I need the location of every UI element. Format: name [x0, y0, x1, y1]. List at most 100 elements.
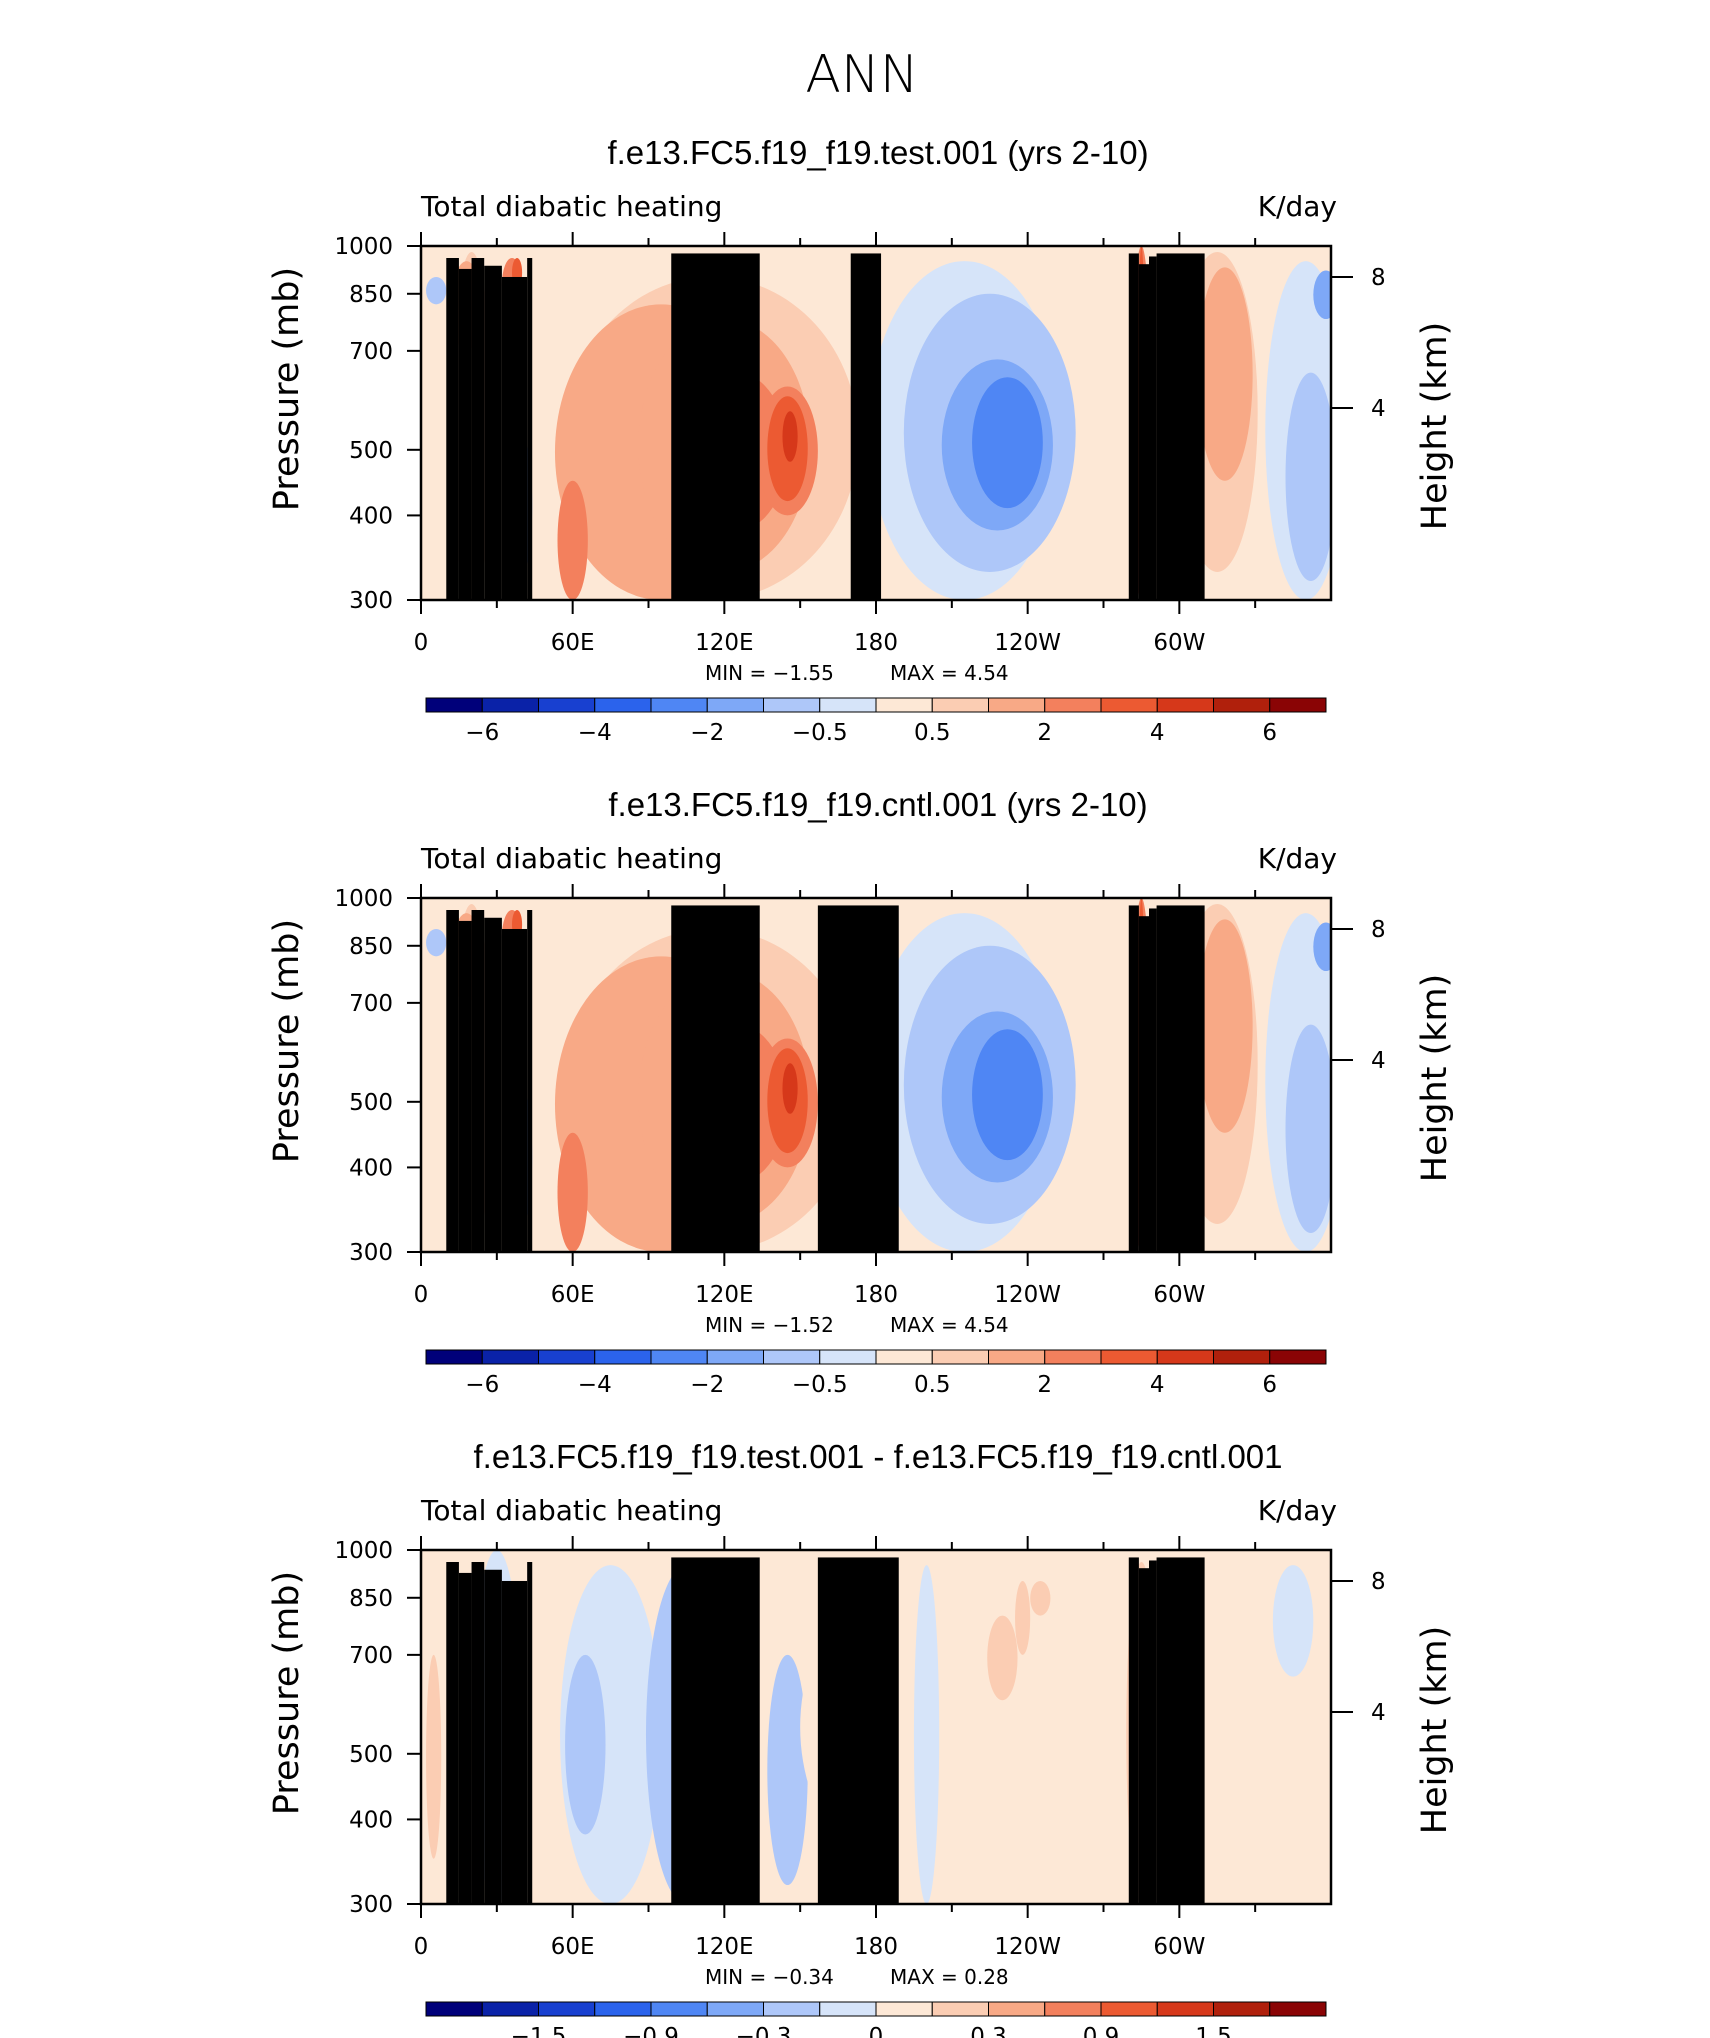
colorbar-swatch [988, 697, 1046, 713]
panel-1-title: f.e13.FC5.f19_f19.test.001 (yrs 2-10) [607, 134, 1148, 171]
colorbar-swatch [538, 1349, 596, 1365]
x-tick-label: 60E [551, 630, 595, 656]
colorbar-swatch [650, 1349, 708, 1365]
colorbar-swatch [763, 1349, 821, 1365]
colorbar-swatch [1269, 697, 1327, 713]
contour-region [1015, 1580, 1031, 1655]
topography-block [458, 268, 472, 600]
x-tick-label: 180 [854, 1282, 898, 1308]
y-axis-label-right: Height (km) [1415, 322, 1455, 531]
contour-region [782, 1063, 798, 1114]
contour-region [767, 1654, 808, 1886]
colorbar-swatch [988, 2001, 1046, 2017]
y-tick-label: 850 [349, 1586, 393, 1612]
x-tick-label: 0 [414, 630, 429, 656]
colorbar-swatch [988, 1349, 1046, 1365]
y-tick-label: 400 [349, 503, 393, 529]
topography-block [446, 258, 459, 600]
colorbar-swatch [875, 2001, 933, 2017]
contour-region [782, 411, 798, 462]
colorbar-swatch [931, 2001, 989, 2017]
colorbar-swatch [594, 1349, 652, 1365]
colorbar-label: 0 [869, 2024, 884, 2038]
topography-block [1156, 1557, 1205, 1904]
figure-title: ANN [805, 45, 918, 105]
colorbar-swatch [481, 1349, 539, 1365]
colorbar-swatch [1269, 1349, 1327, 1365]
topography-block [527, 258, 533, 600]
y-tick-label: 1000 [334, 1538, 393, 1564]
topography-block [527, 910, 533, 1252]
colorbar-swatch [875, 697, 933, 713]
colorbar-label: 0.3 [970, 2024, 1007, 2038]
colorbar-swatch [1044, 697, 1102, 713]
panel-1: f.e13.FC5.f19_f19.test.001 (yrs 2-10) To… [267, 134, 1455, 746]
topography-block [1138, 916, 1149, 1252]
colorbar-label: −6 [465, 720, 499, 746]
panel-1-contour-plot: 300 400 500 700 850 1000 0 60E 120E 180 120W 60W 8 4 P… [267, 232, 1455, 656]
colorbar-label: −1.5 [511, 2024, 567, 2038]
topography-block [471, 1562, 485, 1904]
y-tick-label: 300 [349, 1240, 393, 1266]
colorbar-swatch [1100, 2001, 1158, 2017]
height-tick-label: 4 [1371, 1048, 1386, 1074]
colorbar-swatch [706, 697, 764, 713]
x-tick-label: 120E [695, 1934, 753, 1960]
topography-block [1149, 1560, 1157, 1904]
colorbar-label: 0.5 [914, 720, 951, 746]
colorbar-swatch [538, 2001, 596, 2017]
contour-region [1197, 919, 1253, 1133]
contour-region [972, 377, 1043, 509]
colorbar-swatch [1156, 1349, 1214, 1365]
colorbar-swatch [594, 2001, 652, 2017]
x-tick-label: 0 [414, 1934, 429, 1960]
panel-2-colorbar: −6 −4 −2 −0.5 0.5 2 4 6 [425, 1349, 1327, 1398]
panel-3-max-stat: MAX = 0.28 [890, 1965, 1009, 1989]
topography-block [1128, 1557, 1139, 1904]
x-tick-label: 60W [1153, 1282, 1205, 1308]
y-tick-label: 850 [349, 934, 393, 960]
colorbar-swatch [763, 2001, 821, 2017]
y-tick-label: 700 [349, 991, 393, 1017]
y-tick-label: 500 [349, 438, 393, 464]
contour-region [1285, 1024, 1331, 1233]
contour-region [557, 480, 588, 600]
y-tick-label: 300 [349, 1892, 393, 1918]
topography-block [501, 928, 528, 1252]
colorbar-swatch [425, 2001, 483, 2017]
x-tick-label: 180 [854, 630, 898, 656]
contour-region [426, 276, 447, 305]
colorbar-swatch [1213, 1349, 1271, 1365]
y-tick-label: 500 [349, 1090, 393, 1116]
colorbar-swatch [650, 2001, 708, 2017]
colorbar-swatch [481, 697, 539, 713]
colorbar-label: −2 [690, 1372, 724, 1398]
contour-region [913, 1565, 940, 1904]
height-tick-label: 8 [1371, 265, 1386, 291]
topography-block [471, 258, 485, 600]
colorbar-swatch [481, 2001, 539, 2017]
x-tick-label: 180 [854, 1934, 898, 1960]
colorbar-label: 2 [1037, 720, 1052, 746]
colorbar-swatch [819, 2001, 877, 2017]
topography-block [501, 276, 528, 600]
colorbar-label: 0.5 [914, 1372, 951, 1398]
panel-3-contour-plot: 300 400 500 700 850 1000 0 60E 120E 180 120W 60W 8 4 P… [267, 1536, 1455, 1960]
panel-2: f.e13.FC5.f19_f19.cntl.001 (yrs 2-10) To… [267, 786, 1455, 1398]
panel-3-left-label: Total diabatic heating [420, 1494, 722, 1527]
contour-field [421, 246, 1331, 600]
colorbar-swatch [425, 697, 483, 713]
topography-block [484, 265, 502, 600]
colorbar-swatch [1156, 697, 1214, 713]
topography-block [817, 905, 899, 1252]
colorbar-swatch [1156, 2001, 1214, 2017]
colorbar-label: −4 [578, 720, 612, 746]
colorbar-label: −6 [465, 1372, 499, 1398]
panel-1-units-label: K/day [1258, 190, 1337, 223]
colorbar-label: −0.5 [792, 1372, 848, 1398]
y-tick-label: 700 [349, 339, 393, 365]
topography-block [1156, 905, 1205, 1252]
colorbar-swatch [594, 697, 652, 713]
colorbar-swatch [875, 1349, 933, 1365]
